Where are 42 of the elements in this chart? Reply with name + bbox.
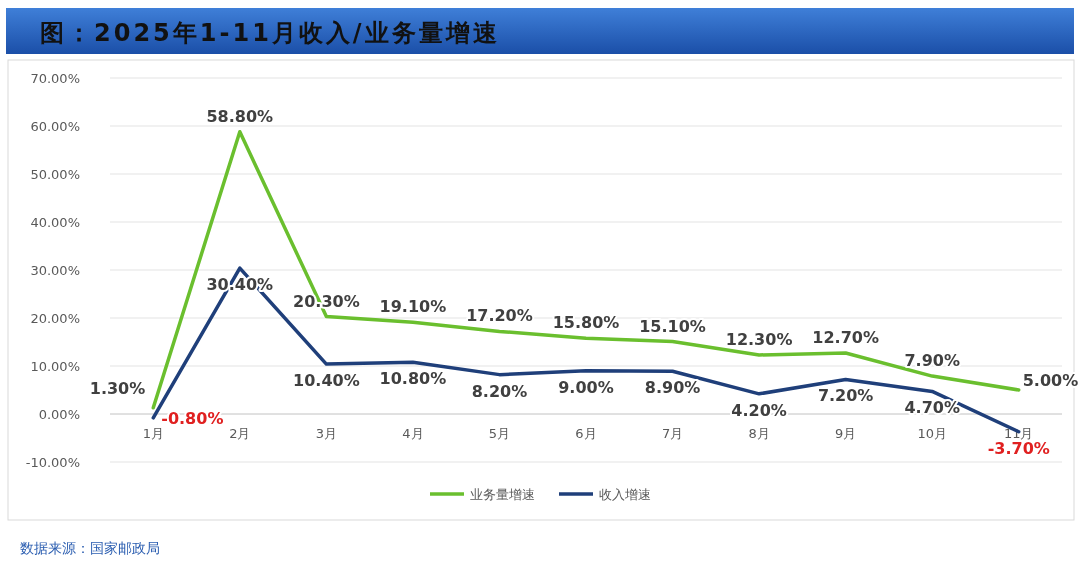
data-label: -0.80% <box>161 408 224 428</box>
data-label: 12.30% <box>725 329 793 349</box>
data-label: 15.10% <box>639 316 706 336</box>
chart-title: 图：2025年1-11月收入/业务量增速 <box>40 19 500 47</box>
y-tick-label: 10.00% <box>30 359 80 374</box>
y-tick-label: 20.00% <box>30 311 80 326</box>
x-tick-label: 8月 <box>748 426 770 441</box>
x-tick-label: 10月 <box>917 426 947 441</box>
x-tick-label: 3月 <box>315 426 337 441</box>
data-label: 17.20% <box>466 306 533 326</box>
x-tick-label: 5月 <box>488 426 511 441</box>
x-tick-label: 7月 <box>661 426 684 441</box>
x-tick-label: 6月 <box>575 426 597 441</box>
data-label: 4.20% <box>731 400 787 420</box>
y-tick-label: 50.00% <box>30 167 80 182</box>
data-label: 10.40% <box>293 371 360 391</box>
data-label: 10.80% <box>379 369 447 389</box>
y-tick-label: 0.00% <box>38 407 80 422</box>
data-label: 4.70% <box>904 398 960 418</box>
data-label: 15.80% <box>552 313 620 333</box>
x-tick-label: 2月 <box>229 426 251 441</box>
data-label: 8.20% <box>471 381 528 401</box>
data-label: 5.00% <box>1022 371 1079 390</box>
data-label: 9.00% <box>558 377 614 397</box>
data-label: 7.20% <box>817 386 874 406</box>
source-note: 数据来源：国家邮政局 <box>20 540 160 556</box>
data-label: 19.10% <box>379 297 447 317</box>
y-tick-label: 60.00% <box>30 119 80 134</box>
y-tick-label: 40.00% <box>30 215 80 230</box>
x-tick-label: 4月 <box>402 426 424 441</box>
y-tick-label: 30.00% <box>30 263 80 278</box>
data-label: 58.80% <box>206 106 274 126</box>
legend-label: 收入增速 <box>599 487 651 502</box>
x-tick-label: 9月 <box>835 426 857 441</box>
y-tick-label: -10.00% <box>25 455 80 470</box>
data-label: 8.90% <box>644 378 701 398</box>
data-label: 1.30% <box>89 378 146 398</box>
y-tick-label: 70.00% <box>30 71 80 86</box>
data-label: 12.70% <box>812 328 879 348</box>
x-tick-label: 1月 <box>142 426 164 441</box>
legend-label: 业务量增速 <box>470 487 535 502</box>
data-label: 7.90% <box>904 351 960 371</box>
